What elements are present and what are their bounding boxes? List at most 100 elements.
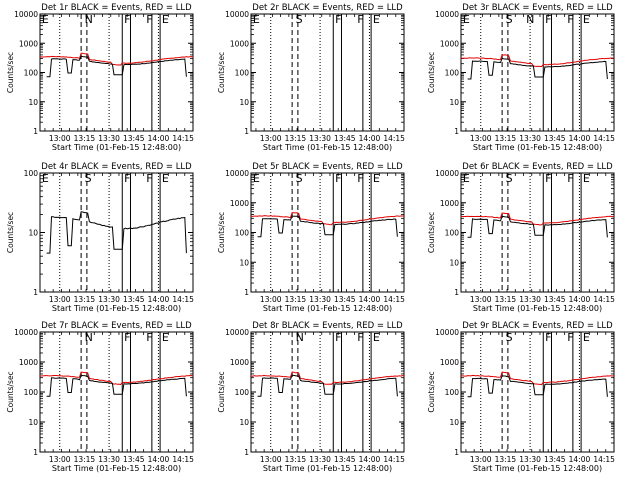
event-marker-label: E	[583, 13, 590, 26]
y-axis-label: Counts/sec	[217, 212, 226, 253]
event-marker-label: F	[567, 172, 573, 185]
x-axis-label: Start Time (01-Feb-15 12:48:00)	[52, 464, 181, 473]
y-tick-label: 10000	[14, 10, 38, 19]
event-marker-label: S	[506, 172, 513, 185]
event-marker-label: N	[85, 13, 93, 26]
x-tick-label: 14:15	[593, 295, 615, 304]
x-tick-label: 14:00	[148, 295, 170, 304]
x-tick-label: 13:00	[49, 295, 71, 304]
y-tick-label: 1000	[440, 39, 459, 48]
y-tick-label: 10	[28, 98, 38, 107]
panel-title: Det 9r BLACK = Events, RED = LLD	[462, 321, 613, 331]
event-marker-label: F	[124, 172, 130, 185]
y-tick-label: 10	[449, 258, 459, 267]
x-tick-label: 13:45	[334, 295, 356, 304]
panel-det-7: Det 7r BLACK = Events, RED = LLD 1 10 100 10…	[6, 321, 194, 473]
x-tick-label: 13:30	[98, 134, 120, 143]
event-marker-label: N	[85, 331, 93, 344]
panel-det-8: Det 8r BLACK = Events, RED = LLD 1 10 100 10…	[217, 321, 405, 473]
x-tick-label: 13:15	[495, 295, 517, 304]
x-axis-label: Start Time (01-Feb-15 12:48:00)	[52, 304, 181, 313]
plot-frame	[39, 13, 194, 132]
y-tick-label: 1	[454, 288, 459, 297]
y-tick-label: 100	[24, 388, 39, 397]
event-marker-label: F	[146, 172, 152, 185]
event-marker-label: F	[357, 331, 363, 344]
y-tick-label: 1000	[19, 358, 38, 367]
x-tick-label: 13:00	[260, 455, 282, 464]
y-axis-label: Counts/sec	[6, 52, 15, 93]
lld-red-series	[250, 212, 404, 226]
x-tick-label: 13:30	[309, 295, 331, 304]
events-black-series	[467, 375, 608, 398]
event-marker-label: F	[545, 13, 551, 26]
event-marker-label: N	[296, 331, 304, 344]
y-tick-label: 100	[445, 388, 460, 397]
y-tick-label: 1	[244, 448, 249, 457]
panel-det-9: Det 9r BLACK = Events, RED = LLD 1 10 100 10…	[427, 321, 615, 473]
event-marker-label: E	[253, 13, 260, 26]
panel-title: Det 5r BLACK = Events, RED = LLD	[252, 162, 403, 172]
y-tick-label: 100	[445, 69, 460, 78]
x-axis-label: Start Time (01-Feb-15 12:48:00)	[263, 464, 392, 473]
x-tick-label: 13:00	[470, 295, 492, 304]
x-tick-label: 14:15	[172, 134, 194, 143]
x-tick-label: 14:00	[569, 134, 591, 143]
x-axis-label: Start Time (01-Feb-15 12:48:00)	[263, 304, 392, 313]
x-tick-label: 13:30	[519, 455, 541, 464]
y-tick-label: 1	[33, 448, 38, 457]
x-tick-label: 14:00	[569, 295, 591, 304]
events-black-series	[467, 57, 608, 80]
panel-det-3: Det 3r BLACK = Events, RED = LLD 1 10 100 10…	[427, 3, 615, 152]
x-axis-label: Start Time (01-Feb-15 12:48:00)	[52, 143, 181, 152]
event-marker-label: E	[463, 172, 470, 185]
y-tick-label: 10000	[225, 169, 249, 178]
x-tick-label: 13:30	[98, 455, 120, 464]
y-tick-label: 1	[454, 127, 459, 136]
event-marker-label: F	[335, 13, 341, 26]
x-tick-label: 13:15	[74, 295, 96, 304]
x-tick-label: 13:15	[74, 134, 96, 143]
event-marker-label: E	[373, 172, 380, 185]
x-tick-label: 13:15	[495, 455, 517, 464]
panel-title: Det 6r BLACK = Events, RED = LLD	[462, 162, 613, 172]
lld-red-series	[39, 371, 194, 386]
y-tick-label: 1000	[440, 358, 459, 367]
x-axis-label: Start Time (01-Feb-15 12:48:00)	[263, 143, 392, 152]
x-tick-label: 13:00	[470, 134, 492, 143]
y-tick-label: 10	[239, 418, 249, 427]
plot-frame	[460, 13, 615, 132]
x-tick-label: 13:15	[74, 455, 96, 464]
event-marker-label: N	[526, 13, 534, 26]
x-tick-label: 13:45	[123, 455, 145, 464]
x-tick-label: 14:15	[593, 134, 615, 143]
x-tick-label: 13:15	[285, 455, 307, 464]
y-tick-label: 10	[449, 98, 459, 107]
x-tick-label: 14:15	[383, 455, 405, 464]
panel-det-4: Det 4r BLACK = Events, RED = LLD 1 10 100 Co…	[6, 162, 194, 313]
panel-title: Det 4r BLACK = Events, RED = LLD	[41, 162, 192, 172]
event-marker-label: E	[253, 172, 260, 185]
x-axis-label: Start Time (01-Feb-15 12:48:00)	[473, 143, 602, 152]
event-marker-label: E	[463, 13, 470, 26]
y-tick-label: 1	[454, 448, 459, 457]
event-marker-label: E	[162, 13, 169, 26]
events-black-series	[257, 215, 398, 238]
event-marker-label: E	[583, 172, 590, 185]
event-marker-label: E	[42, 172, 49, 185]
events-black-series	[46, 211, 187, 254]
event-marker-label: S	[85, 172, 92, 185]
y-axis-label: Counts/sec	[217, 52, 226, 93]
lld-red-series	[460, 371, 615, 386]
y-tick-label: 100	[24, 69, 39, 78]
event-marker-label: E	[373, 331, 380, 344]
lld-red-series	[39, 52, 194, 66]
x-tick-label: 13:00	[260, 134, 282, 143]
event-marker-label: F	[567, 13, 573, 26]
event-marker-label: F	[567, 331, 573, 344]
panel-det-5: Det 5r BLACK = Events, RED = LLD 1 10 100 10…	[217, 162, 405, 313]
event-marker-label: E	[583, 331, 590, 344]
panel-det-2: Det 2r BLACK = Events, RED = LLD 1 10 100 10…	[217, 3, 405, 152]
x-tick-label: 14:00	[359, 455, 381, 464]
